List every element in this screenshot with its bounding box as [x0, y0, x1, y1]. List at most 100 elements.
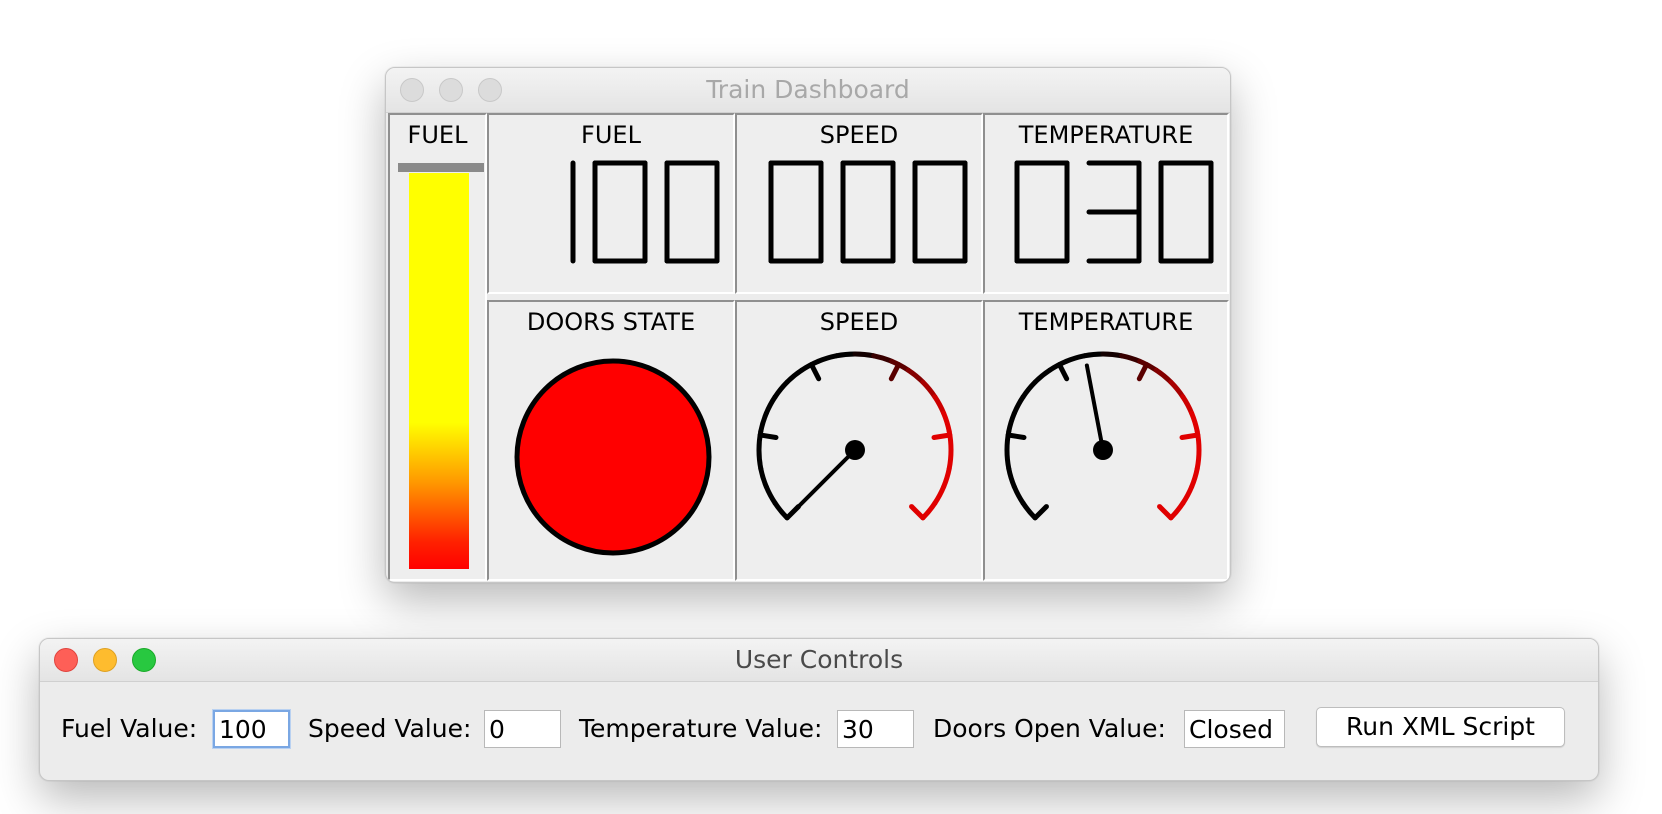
gauge-arc-segment — [1063, 353, 1087, 364]
doors-state-title: DOORS STATE — [526, 308, 696, 336]
gauge-tick — [1056, 361, 1070, 382]
run-xml-script-button[interactable]: Run XML Script — [1316, 707, 1565, 747]
controls-row: Fuel Value: Speed Value: Temperature Val… — [40, 707, 1598, 748]
gauge-tick — [1157, 504, 1174, 521]
gauge-arc-segment — [1020, 379, 1038, 400]
gauge-tick — [1005, 432, 1027, 440]
temperature-gauge-title: TEMPERATURE — [1018, 308, 1194, 336]
speed-gauge-panel: SPEED — [735, 300, 983, 581]
gauge-arc-segment — [1168, 379, 1186, 400]
gauge-arc-segment — [905, 367, 926, 385]
gauge-arc-segment — [1011, 394, 1026, 416]
gauge-arc-segment — [1100, 351, 1125, 359]
gauge-tick — [931, 432, 953, 440]
fuel-bar-track — [398, 163, 484, 172]
gauge-arc-segment — [815, 353, 839, 364]
gauge-arc-segment — [871, 353, 895, 364]
gauge-arc-segment — [763, 394, 778, 416]
gauge-tick — [1136, 361, 1150, 382]
fuel-display-title: FUEL — [581, 121, 641, 149]
user-controls-window: User Controls Fuel Value: Speed Value: T… — [39, 638, 1599, 781]
fuel-segment-display — [570, 160, 720, 264]
speed-value-label: Speed Value: — [308, 714, 472, 743]
temperature-value-field[interactable] — [837, 710, 914, 748]
doors-closed-indicator — [514, 358, 712, 556]
gauge-tick — [808, 361, 822, 382]
speed-value-field[interactable] — [484, 710, 561, 748]
temperature-gauge-panel: TEMPERATURE — [983, 300, 1229, 581]
doors-open-value-label: Doors Open Value: — [933, 714, 1166, 743]
speed-display-title: SPEED — [819, 121, 899, 149]
gauge-arc-segment — [920, 379, 938, 400]
gauge-arc-segment — [1189, 466, 1200, 490]
gauge-arc-segment — [1189, 410, 1200, 434]
gauge-arc-segment — [784, 367, 805, 385]
close-window-icon[interactable] — [54, 648, 78, 672]
doors-open-value-field[interactable] — [1184, 710, 1285, 748]
gauge-arc-segment — [1032, 367, 1053, 385]
gauge-tick — [909, 504, 926, 521]
close-window-icon[interactable] — [400, 78, 424, 102]
gauge-arc-segment — [932, 394, 947, 416]
window-controls — [400, 68, 502, 112]
zoom-window-icon[interactable] — [478, 78, 502, 102]
gauge-arc-segment — [758, 410, 769, 434]
fuel-display-panel: FUEL — [487, 113, 735, 294]
gauge-arc-segment — [1006, 410, 1017, 434]
temperature-value-label: Temperature Value: — [579, 714, 823, 743]
fuel-value-label: Fuel Value: — [61, 714, 198, 743]
controls-titlebar: User Controls — [40, 639, 1598, 682]
fuel-bar-panel: FUEL — [388, 113, 487, 581]
temperature-gauge — [1004, 351, 1202, 521]
gauge-arc-segment — [1180, 394, 1195, 416]
speed-gauge — [756, 351, 954, 521]
gauge-arc-segment — [941, 410, 952, 434]
temperature-segment-display — [1014, 160, 1214, 264]
gauge-arc-segment — [1119, 353, 1143, 364]
controls-title: User Controls — [734, 645, 904, 674]
gauge-arc-segment — [1004, 447, 1012, 472]
gauge-arc-segment — [941, 466, 952, 490]
gauge-tick — [757, 432, 779, 440]
fuel-value-field[interactable] — [213, 710, 290, 748]
minimize-window-icon[interactable] — [439, 78, 463, 102]
gauge-arc-segment — [763, 484, 778, 506]
temperature-display-title: TEMPERATURE — [1018, 121, 1194, 149]
gauge-arc-segment — [833, 351, 858, 359]
gauge-arc-segment — [1194, 447, 1202, 472]
gauge-arc-segment — [1168, 500, 1186, 521]
gauge-arc-segment — [1153, 367, 1174, 385]
doors-state-panel: DOORS STATE — [487, 300, 735, 581]
gauge-arc-segment — [1006, 466, 1017, 490]
gauge-arc-segment — [772, 379, 790, 400]
gauge-arc-segment — [756, 447, 764, 472]
dashboard-titlebar: Train Dashboard — [386, 68, 1230, 113]
fuel-level-bar — [409, 173, 469, 569]
gauge-arc-segment — [920, 500, 938, 521]
gauge-arc-segment — [1020, 500, 1038, 521]
gauge-arc-segment — [946, 447, 954, 472]
gauge-needle — [1084, 363, 1105, 452]
minimize-window-icon[interactable] — [93, 648, 117, 672]
gauge-hub — [1093, 440, 1113, 460]
gauge-tick — [888, 361, 902, 382]
gauge-arc-segment — [772, 500, 790, 521]
gauge-tick — [1032, 504, 1049, 521]
speed-display-panel: SPEED — [735, 113, 983, 294]
fuel-bar-title: FUEL — [407, 121, 468, 149]
dashboard-title: Train Dashboard — [706, 75, 910, 104]
gauge-arc-segment — [1081, 351, 1106, 359]
gauge-tick — [1179, 432, 1201, 440]
train-dashboard-window: Train Dashboard FUEL FUEL SPEED TEMPERAT… — [385, 67, 1231, 583]
gauge-needle — [792, 448, 857, 513]
gauge-arc-segment — [1180, 484, 1195, 506]
gauge-arc-segment — [758, 466, 769, 490]
zoom-window-icon[interactable] — [132, 648, 156, 672]
window-controls — [54, 639, 156, 681]
gauge-arc-segment — [932, 484, 947, 506]
gauge-hub — [845, 440, 865, 460]
speed-gauge-title: SPEED — [819, 308, 899, 336]
temperature-display-panel: TEMPERATURE — [983, 113, 1229, 294]
gauge-arc-segment — [1011, 484, 1026, 506]
speed-segment-display — [768, 160, 968, 264]
